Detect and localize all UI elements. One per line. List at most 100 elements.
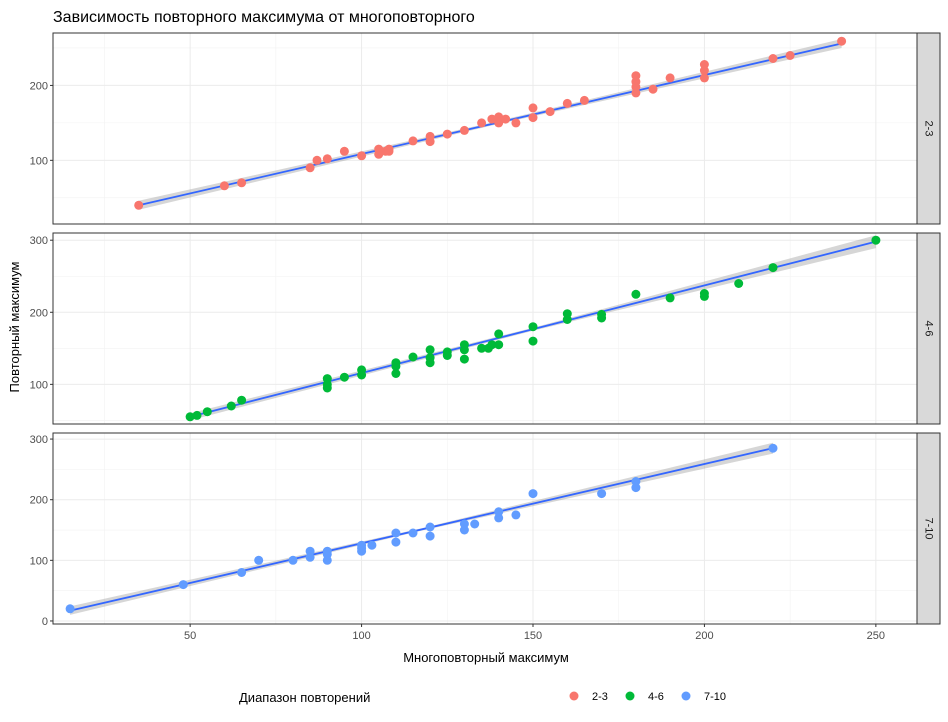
data-point <box>425 522 435 532</box>
data-point <box>528 113 538 123</box>
data-point <box>494 340 504 350</box>
y-tick-label: 200 <box>30 80 48 92</box>
data-point <box>459 519 469 529</box>
panel-4-6: 100 200 300 4-6 <box>30 232 941 425</box>
x-tick-label: 200 <box>695 630 713 642</box>
data-point <box>305 546 315 556</box>
data-point <box>357 365 367 375</box>
data-point <box>339 372 349 382</box>
y-axis-title: Повторный максимум <box>7 261 22 392</box>
y-tick-label: 200 <box>30 495 48 507</box>
panel-2-3: 100 200 2-3 <box>30 32 941 225</box>
data-point <box>408 528 418 538</box>
data-point <box>219 181 229 191</box>
y-tick-label: 100 <box>30 379 48 391</box>
data-point <box>871 235 881 245</box>
legend-label-7-10: 7-10 <box>704 691 726 703</box>
data-point <box>305 163 315 173</box>
data-point <box>477 118 487 128</box>
data-point <box>322 546 332 556</box>
data-point <box>562 98 572 108</box>
facet-strip <box>916 232 941 425</box>
panel-7-10: 0 100 200 300 7-10 <box>30 432 941 628</box>
data-point <box>470 519 480 529</box>
facet-strip-label: 2-3 <box>923 121 935 137</box>
data-point <box>237 395 247 405</box>
data-point <box>579 95 589 105</box>
data-point <box>322 374 332 384</box>
chart-title: Зависимость повторного максимума от мног… <box>53 9 475 26</box>
data-point <box>254 555 264 565</box>
data-point <box>202 407 212 417</box>
data-point <box>528 336 538 346</box>
legend-label-4-6: 4-6 <box>648 691 664 703</box>
data-point <box>185 412 195 422</box>
panel-background <box>53 433 917 624</box>
data-point <box>494 507 504 517</box>
data-point <box>237 568 247 577</box>
data-point <box>768 443 778 453</box>
data-point <box>391 528 401 538</box>
facet-strip <box>916 32 941 225</box>
data-point <box>357 151 367 161</box>
x-tick-label: 250 <box>867 630 885 642</box>
data-point <box>408 136 418 146</box>
data-point <box>459 340 469 350</box>
legend-key-2-3 <box>569 691 579 701</box>
data-point <box>699 289 709 298</box>
x-tick-label: 50 <box>184 630 196 642</box>
data-point <box>357 540 367 550</box>
data-point <box>487 340 497 350</box>
data-point <box>768 263 778 273</box>
data-point <box>699 60 709 69</box>
data-point <box>288 555 298 565</box>
data-point <box>408 352 418 362</box>
data-point <box>391 358 401 368</box>
data-point <box>367 540 377 550</box>
data-point <box>425 345 435 355</box>
y-tick-label: 300 <box>30 235 48 247</box>
data-point <box>631 289 641 299</box>
y-tick-label: 100 <box>30 155 48 167</box>
data-point <box>391 369 401 378</box>
y-tick-label: 200 <box>30 307 48 319</box>
data-point <box>425 353 435 363</box>
facet-strip-label: 4-6 <box>923 321 935 337</box>
data-point <box>528 489 538 499</box>
data-point <box>425 131 435 141</box>
data-point <box>665 293 675 303</box>
data-point <box>237 178 247 188</box>
data-point <box>562 309 572 319</box>
facet-strip <box>916 432 941 625</box>
legend-key-7-10 <box>681 691 691 701</box>
data-point <box>631 71 641 81</box>
data-point <box>425 531 435 541</box>
y-tick-label: 0 <box>42 616 48 628</box>
legend-label-2-3: 2-3 <box>592 691 608 703</box>
data-point <box>477 343 487 353</box>
data-point <box>178 580 188 590</box>
data-point <box>545 107 555 117</box>
data-point <box>226 401 236 411</box>
data-point <box>442 129 452 139</box>
data-point <box>785 51 795 60</box>
data-point <box>528 103 538 113</box>
data-point <box>837 36 847 46</box>
data-point <box>192 410 202 420</box>
fit-line <box>138 42 842 207</box>
x-tick-label: 150 <box>524 630 542 642</box>
data-point <box>665 73 675 83</box>
facet-strip-label: 7-10 <box>923 517 935 539</box>
data-point <box>339 146 349 156</box>
data-point <box>459 125 469 135</box>
data-point <box>597 489 607 499</box>
data-point <box>374 144 384 154</box>
data-point <box>65 604 75 614</box>
x-axis-title: Многоповторный максимум <box>403 650 569 665</box>
data-point <box>442 347 452 357</box>
legend-title: Диапазон повторений <box>239 690 370 705</box>
data-point <box>597 309 607 319</box>
y-tick-label: 100 <box>30 555 48 567</box>
data-point <box>391 537 401 547</box>
